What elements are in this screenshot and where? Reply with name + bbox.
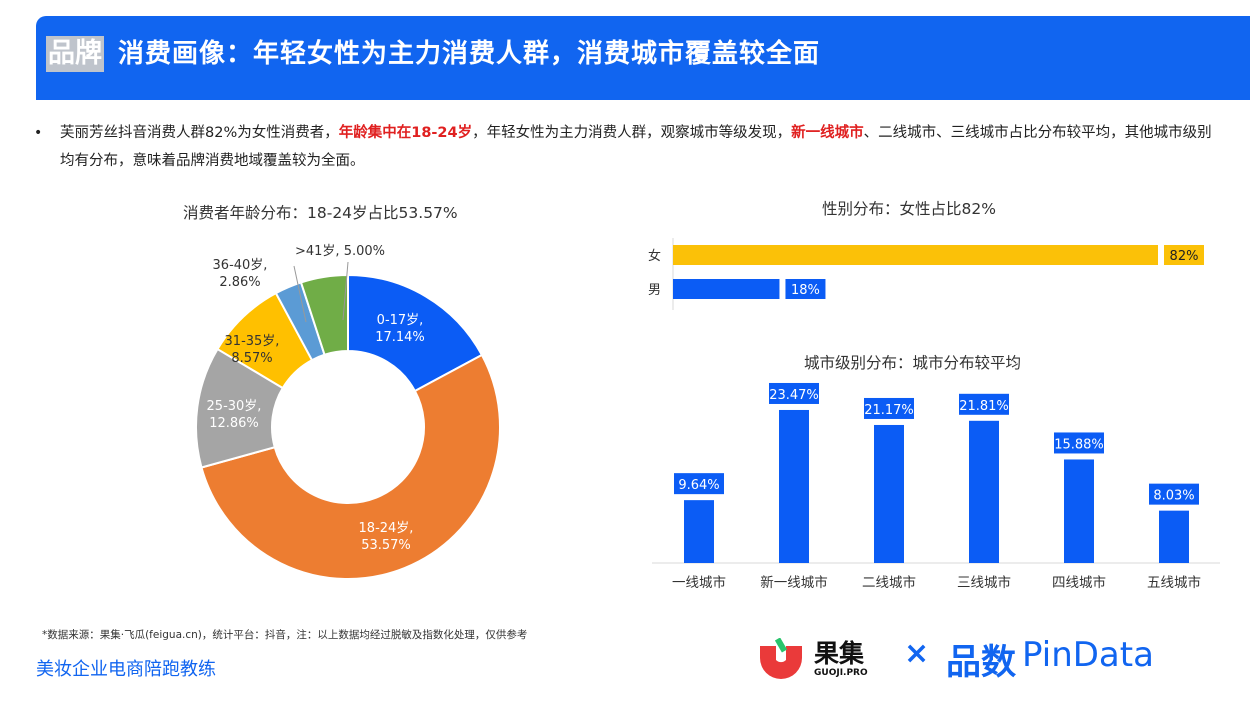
source-footnote: *数据来源：果集·飞瓜(feigua.cn)，统计平台：抖音，注：以上数据均经过…: [42, 629, 528, 641]
partner-logos: 果集 GUOJI.PRO × 品数 PinData: [756, 634, 1236, 690]
value-label: 15.88%: [1054, 437, 1104, 452]
donut-slice: [299, 273, 349, 356]
desc-highlight-city: 新一线城市: [791, 125, 864, 141]
slice-label: 25-30岁,: [207, 399, 262, 414]
value-label-box: [1054, 432, 1104, 454]
header-banner: [36, 16, 1250, 100]
category-label: 五线城市: [1147, 574, 1201, 591]
desc-part-3: 、二线城市、三线城市占比分布较平均，其他城市级别均有分布，意味着品牌消费地域覆盖…: [60, 125, 1212, 169]
gender-bar: [673, 245, 1158, 265]
category-label: 二线城市: [862, 574, 916, 591]
city-bar: [1159, 510, 1189, 563]
category-label: 新一线城市: [760, 574, 828, 591]
category-label: 男: [648, 283, 661, 298]
city-chart-title: 城市级别分布：城市分布较平均: [804, 354, 1022, 372]
city-bar-chart: 9.64% 一线城市 23.47% 新一线城市 21.17% 二线城市 21.81% 三线城市…: [652, 382, 1220, 591]
coach-label: 美妆企业电商陪跑教练: [36, 659, 216, 680]
value-label: 82%: [1170, 249, 1199, 264]
category-label: 三线城市: [957, 574, 1011, 591]
banner-background: [36, 16, 1250, 100]
city-bar: [684, 500, 714, 563]
slice-value-label: 17.14%: [375, 330, 425, 345]
category-label: 四线城市: [1052, 574, 1106, 591]
city-bar: [1064, 459, 1094, 563]
donut-slice: [200, 353, 501, 580]
slice-value-label: 8.57%: [231, 351, 272, 366]
slice-label: 0-17岁,: [377, 313, 424, 328]
value-label-box: [785, 279, 826, 299]
leader-line: [342, 261, 349, 321]
category-label: 女: [648, 248, 661, 264]
value-label-box: [1149, 483, 1199, 505]
city-bar: [779, 409, 809, 563]
age-donut-chart: 0-17岁, 17.14% 18-24岁, 53.57% 25-30岁, 12.86% 31…: [195, 244, 501, 580]
value-label-box: [674, 473, 724, 495]
slice-value-label: 12.86%: [209, 416, 259, 431]
pindata-logo-cn: 品数: [946, 643, 1017, 683]
age-chart-title: 消费者年龄分布：18-24岁占比53.57%: [183, 204, 458, 222]
pindata-logo-en: PinData: [1022, 635, 1154, 675]
value-label: 9.64%: [678, 478, 719, 493]
value-label: 21.17%: [864, 403, 914, 418]
gender-bar: [673, 279, 780, 299]
value-label: 21.81%: [959, 399, 1009, 414]
slice-label: 36-40岁,: [213, 258, 268, 273]
brand-tag: 品牌: [46, 36, 104, 72]
description-paragraph: • 芙丽芳丝抖音消费人群82%为女性消费者，年龄集中在18-24岁，年轻女性为主…: [34, 119, 1224, 175]
slice-label: 31-35岁,: [225, 334, 280, 349]
desc-part-1: 芙丽芳丝抖音消费人群82%为女性消费者，: [60, 125, 339, 141]
value-label-box: [769, 382, 819, 404]
value-label-box: [1164, 245, 1204, 265]
slice-label: >41岁, 5.00%: [295, 244, 385, 259]
slice-label: 18-24岁,: [359, 521, 414, 536]
value-label-box: [959, 393, 1009, 415]
city-bar: [969, 420, 999, 563]
guoji-logo-icon: [760, 638, 802, 679]
gender-chart-title: 性别分布：女性占比82%: [822, 200, 996, 218]
gender-bar-chart: 女 82% 男 18%: [648, 238, 1204, 310]
guoji-logo-cn: 果集: [814, 639, 865, 668]
category-label: 一线城市: [672, 574, 726, 591]
logo-cross: ×: [904, 636, 930, 671]
slice-value-label: 2.86%: [219, 275, 260, 290]
description-text: 芙丽芳丝抖音消费人群82%为女性消费者，年龄集中在18-24岁，年轻女性为主力消…: [60, 119, 1224, 175]
value-label: 23.47%: [769, 388, 819, 403]
guoji-logo-en: GUOJI.PRO: [814, 668, 868, 678]
bullet-point: •: [34, 125, 43, 141]
value-label: 8.03%: [1153, 489, 1194, 504]
city-bar: [874, 424, 904, 563]
value-label: 18%: [791, 283, 820, 298]
desc-highlight-age: 年龄集中在18-24岁: [338, 125, 473, 141]
value-label-box: [864, 397, 914, 419]
page-title: 消费画像：年轻女性为主力消费人群，消费城市覆盖较全面: [118, 39, 821, 69]
leader-line: [293, 265, 307, 323]
slice-value-label: 53.57%: [361, 538, 411, 553]
desc-part-2: ，年轻女性为主力消费人群，观察城市等级发现，: [472, 125, 792, 141]
